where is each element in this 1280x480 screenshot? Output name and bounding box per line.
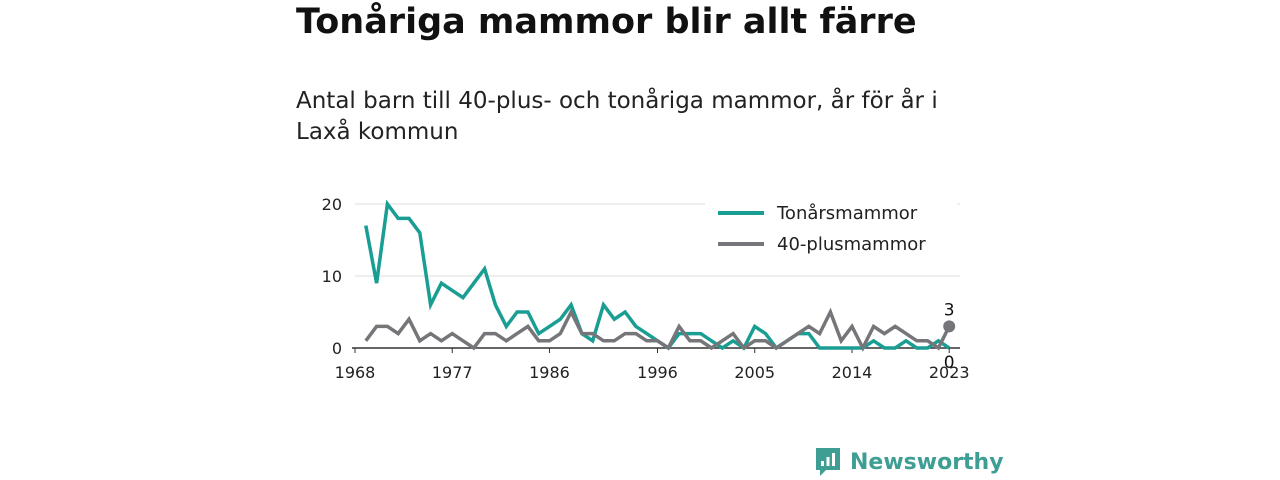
legend-background (705, 198, 957, 268)
brand-logo[interactable]: Newsworthy (814, 446, 1004, 478)
y-tick-label: 20 (322, 195, 342, 214)
brand-name: Newsworthy (850, 449, 1004, 475)
x-tick-label: 2005 (734, 363, 775, 382)
line-chart: 0 10 20 1968 1977 1986 1996 2005 2014 2023 Tonårs… (322, 195, 970, 382)
series-line-40-plusmammor (364, 307, 951, 352)
x-tick-label: 1968 (335, 363, 376, 382)
x-tick-label: 2014 (832, 363, 873, 382)
series-lines (364, 199, 951, 352)
x-tick-label: 1996 (637, 363, 678, 382)
end-label-tonarsmammor: 0 (944, 353, 955, 373)
x-tick-label: 2023 (929, 363, 970, 382)
end-point-marker (943, 320, 956, 333)
end-labels: 30 (943, 300, 956, 373)
chart-subtitle: Antal barn till 40-plus- och tonåriga ma… (296, 88, 938, 145)
legend-label: Tonårsmammor (776, 203, 918, 224)
axes: 0 10 20 1968 1977 1986 1996 2005 2014 2023 (322, 195, 970, 382)
legend: Tonårsmammor 40-plusmammor (705, 198, 957, 268)
legend-label: 40-plusmammor (777, 234, 926, 255)
x-tick-label: 1986 (529, 363, 570, 382)
newsworthy-logo-icon (816, 448, 840, 476)
x-tick-label: 1977 (432, 363, 473, 382)
end-label-40-plusmammor: 3 (944, 300, 955, 320)
chart-title: Tonåriga mammor blir allt färre (296, 2, 917, 42)
y-tick-label: 10 (322, 267, 342, 286)
y-tick-label: 0 (332, 339, 342, 358)
